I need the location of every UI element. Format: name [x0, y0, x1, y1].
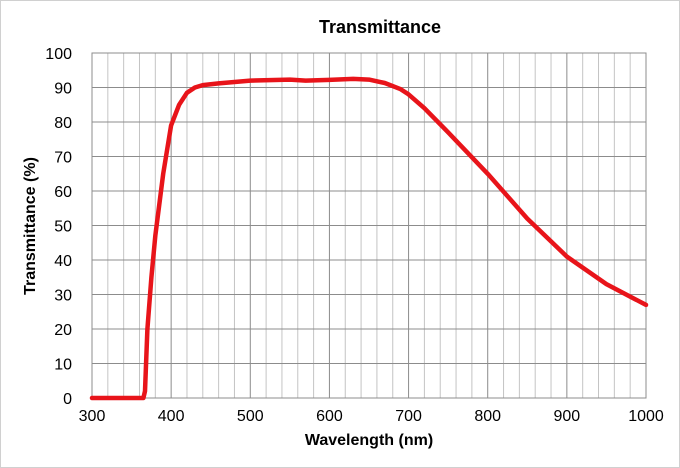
y-tick-label: 10 — [54, 357, 72, 374]
y-tick-label: 90 — [54, 81, 72, 98]
x-tick-label: 900 — [554, 408, 581, 425]
x-tick-label: 700 — [395, 408, 422, 425]
y-tick-label: 60 — [54, 184, 72, 201]
x-tick-label: 800 — [474, 408, 501, 425]
y-tick-label: 40 — [54, 253, 72, 270]
y-axis-label: Transmittance (%) — [22, 157, 39, 295]
y-tick-label: 20 — [54, 322, 72, 339]
y-tick-label: 50 — [54, 219, 72, 236]
x-tick-label: 600 — [316, 408, 343, 425]
y-tick-label: 70 — [54, 150, 72, 167]
x-tick-label: 400 — [158, 408, 185, 425]
chart-title: Transmittance — [319, 17, 441, 37]
series — [89, 76, 649, 401]
tick-labels: 0 10 20 30 40 50 60 70 80 90 100 300 400 500 600 700 800… — [45, 46, 664, 425]
transmittance-line — [89, 76, 649, 401]
grid — [91, 52, 647, 399]
x-tick-label: 500 — [237, 408, 264, 425]
y-tick-label: 0 — [63, 391, 72, 408]
plot-area-border — [91, 52, 647, 399]
y-tick-label: 100 — [45, 46, 72, 63]
y-tick-label: 30 — [54, 288, 72, 305]
x-tick-label: 1000 — [628, 408, 664, 425]
x-axis-label: Wavelength (nm) — [305, 432, 433, 449]
x-tick-label: 300 — [79, 408, 106, 425]
y-tick-label: 80 — [54, 115, 72, 132]
